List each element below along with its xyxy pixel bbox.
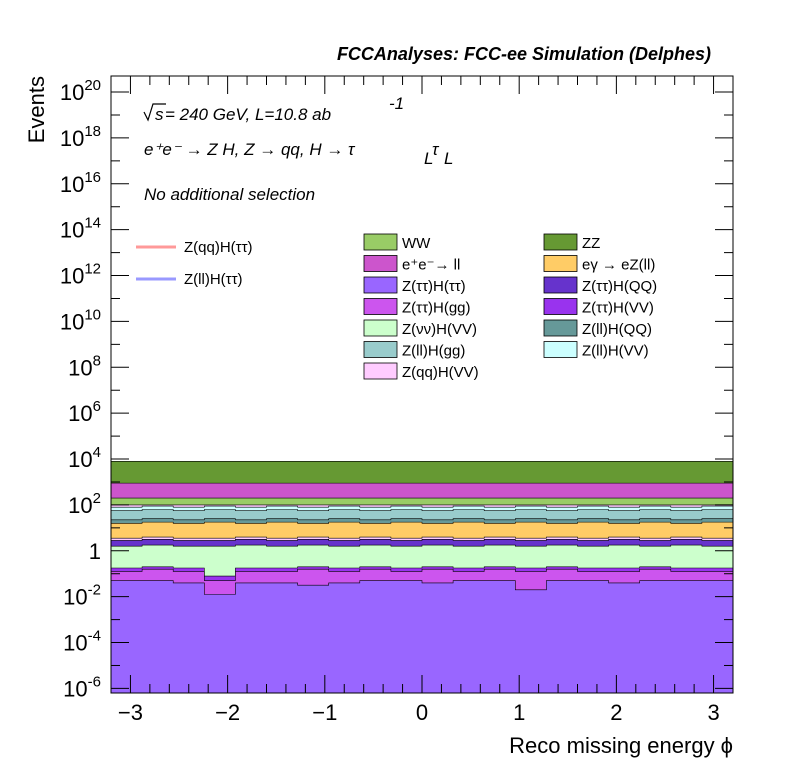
legend-label: e⁺e⁻→ ll xyxy=(402,257,460,274)
legend-swatch xyxy=(363,341,398,358)
legend-label: Z(ττ)H(QQ) xyxy=(582,278,657,295)
y-tick-label: 106 xyxy=(68,398,101,426)
x-tick-label: −3 xyxy=(118,700,143,725)
tau-subscript-1: L xyxy=(424,149,433,168)
energy-annotation: s = 240 GeV, L=10.8 ab -1 xyxy=(143,94,404,124)
selection-annotation: No additional selection xyxy=(144,185,315,204)
process-text: e⁺e⁻ → Z H, Z → qq, H → τ xyxy=(144,140,356,159)
y-tick-labels: 10-6 10-4 10-2 1 102 104 106 108 1010 1012 1014 101… xyxy=(60,77,101,701)
y-tick-label: 10-6 xyxy=(63,673,101,701)
sqrt-icon xyxy=(143,103,166,122)
legend-label: WW xyxy=(402,235,431,252)
legend-swatch xyxy=(363,255,398,272)
stack-legend: WW ZZ e⁺e⁻→ ll eγ → eZ(ll) Z(ττ)H(ττ) Z(ττ)H(… xyxy=(363,233,657,381)
process-annotation: e⁺e⁻ → Z H, Z → qq, H → τ L τ L xyxy=(144,140,453,168)
legend-label: Z(ττ)H(gg) xyxy=(402,300,471,317)
y-tick-label: 104 xyxy=(68,444,101,472)
y-tick-label: 1014 xyxy=(60,215,101,243)
axis-ticks xyxy=(110,76,733,693)
y-tick-label: 1016 xyxy=(60,169,101,197)
legend-label-signal-0: Z(qq)H(ττ) xyxy=(184,239,253,256)
legend-label: Z(ll)H(VV) xyxy=(582,343,649,360)
legend-label: Z(νν)H(VV) xyxy=(402,321,477,338)
y-tick-label: 108 xyxy=(68,352,101,380)
stack-layer xyxy=(110,461,734,694)
chart-header: FCCAnalyses: FCC-ee Simulation (Delphes) xyxy=(337,44,711,64)
x-tick-label: 3 xyxy=(707,700,719,725)
legend-swatch xyxy=(543,319,578,337)
lumi-exponent: -1 xyxy=(389,94,404,113)
y-axis-title: Events xyxy=(24,76,49,143)
legend-swatch xyxy=(543,233,578,251)
legend-label: ZZ xyxy=(582,235,600,252)
x-tick-label: 1 xyxy=(513,700,525,725)
legend-swatch xyxy=(363,233,398,251)
legend-swatch xyxy=(543,341,578,358)
x-tick-label: 0 xyxy=(416,700,428,725)
y-tick-label: 10-4 xyxy=(63,628,101,656)
y-tick-label: 1 xyxy=(89,539,101,564)
x-tick-labels: −3 −2 −1 0 1 2 3 xyxy=(118,700,720,725)
y-tick-label: 10-2 xyxy=(63,582,101,610)
energy-prefix: s xyxy=(155,105,164,124)
legend-label-signal-1: Z(ll)H(ττ) xyxy=(184,271,243,288)
legend-swatch xyxy=(543,298,578,315)
tau-symbol-2: τ xyxy=(432,140,440,159)
y-tick-label: 1020 xyxy=(60,77,101,105)
plot-frame xyxy=(110,75,734,694)
x-tick-label: −2 xyxy=(215,700,240,725)
y-tick-label: 102 xyxy=(68,490,101,518)
signal-legend: Z(qq)H(ττ) Z(ll)H(ττ) xyxy=(136,239,253,288)
stack-area-0 xyxy=(110,580,734,694)
y-tick-label: 1010 xyxy=(60,306,101,334)
legend-label: Z(qq)H(VV) xyxy=(402,364,479,381)
y-tick-label: 1018 xyxy=(60,123,101,151)
legend-label: eγ → eZ(ll) xyxy=(582,257,655,274)
x-tick-label: 2 xyxy=(610,700,622,725)
x-tick-label: −1 xyxy=(312,700,337,725)
legend-label: Z(ττ)H(ττ) xyxy=(402,278,466,295)
legend-label: Z(ττ)H(VV) xyxy=(582,300,654,317)
energy-text: = 240 GeV, L=10.8 ab xyxy=(165,105,331,124)
tau-subscript-2: L xyxy=(444,149,453,168)
legend-swatch xyxy=(363,276,398,294)
legend-swatch xyxy=(363,319,398,337)
legend-label: Z(ll)H(QQ) xyxy=(582,321,652,338)
legend-swatch xyxy=(363,362,398,380)
legend-swatch xyxy=(363,298,398,315)
legend-swatch xyxy=(543,276,578,294)
x-axis-title: Reco missing energy ϕ xyxy=(509,733,733,758)
legend-swatch xyxy=(543,255,578,272)
y-tick-label: 1012 xyxy=(60,261,101,289)
legend-label: Z(ll)H(gg) xyxy=(402,343,465,360)
